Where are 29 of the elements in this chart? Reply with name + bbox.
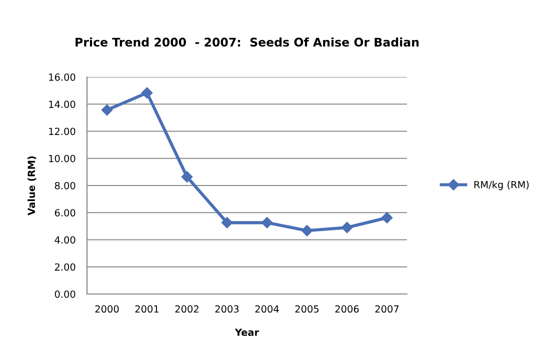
y-tick-label: 6.00 — [54, 209, 76, 216]
x-tick-label: 2004 — [255, 305, 279, 313]
x-tick-label: 2002 — [175, 305, 198, 313]
point — [301, 225, 313, 236]
y-tick-label: 10.00 — [49, 154, 76, 162]
x-tick-label: 2000 — [95, 305, 119, 313]
y-tick-label: 12.00 — [49, 128, 76, 136]
y-axis-title: Value (RM) — [28, 156, 36, 216]
x-tick-label: 2001 — [135, 305, 158, 313]
point — [101, 104, 113, 116]
point — [381, 212, 393, 224]
x-tick-label: 2003 — [215, 305, 239, 313]
y-tick-label: 8.00 — [54, 182, 76, 190]
point — [141, 87, 153, 98]
y-tick-label: 16.00 — [49, 73, 76, 81]
y-tick-label: 2.00 — [54, 263, 76, 271]
point — [261, 217, 273, 228]
y-tick-label: 14.00 — [49, 100, 76, 108]
chart-title: Price Trend 2000 - 2007: Seeds Of Anise Or Badian — [76, 37, 419, 47]
x-axis-title: Year — [234, 328, 260, 336]
point — [181, 171, 193, 182]
y-tick-label: 4.00 — [54, 236, 76, 244]
y-tick-label: 0.00 — [54, 290, 76, 298]
x-tick-label: 2006 — [335, 305, 359, 313]
legend-label: RM/kg (RM) — [474, 180, 529, 190]
point — [221, 217, 233, 228]
point — [341, 222, 353, 234]
x-tick-label: 2007 — [375, 305, 399, 313]
x-tick-label: 2005 — [295, 305, 319, 313]
